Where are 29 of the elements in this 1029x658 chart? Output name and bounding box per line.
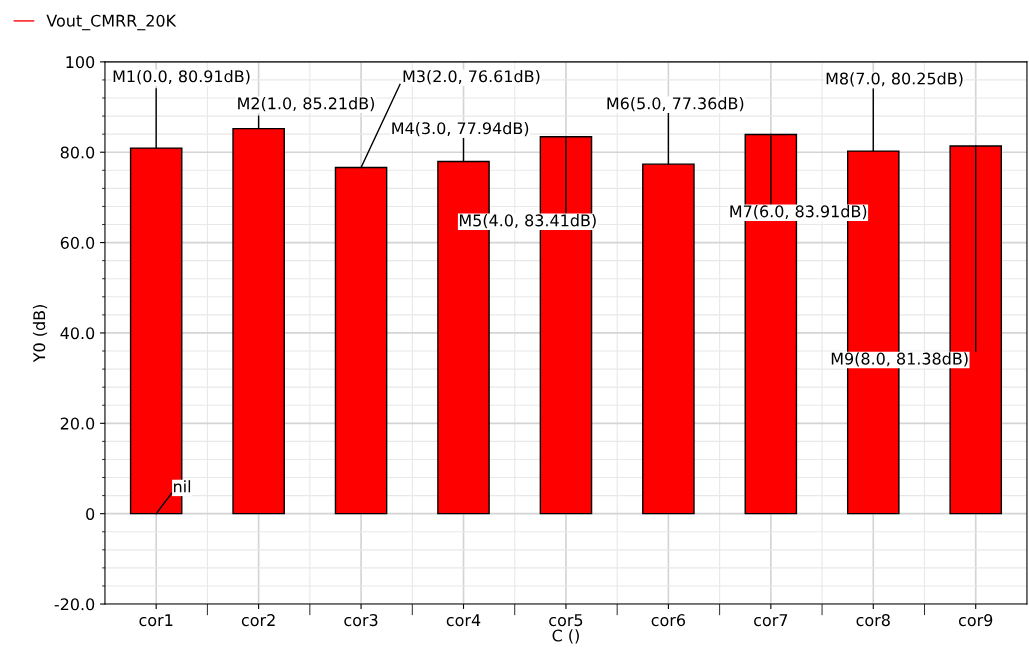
annotation: M6(5.0, 77.36dB) xyxy=(607,97,744,112)
x-tick-label: cor5 xyxy=(549,614,583,627)
y-tick-label: -20.0 xyxy=(54,598,95,611)
y-axis-title: Y0 (dB) xyxy=(32,305,48,363)
x-axis-title: C () xyxy=(552,629,579,644)
y-tick-label: 0 xyxy=(86,507,95,520)
annotation: M4(3.0, 77.94dB) xyxy=(392,121,529,137)
legend-label: Vout_CMRR_20K xyxy=(46,14,177,31)
x-tick-label: cor7 xyxy=(754,614,788,627)
x-tick-label: cor4 xyxy=(446,614,481,627)
annotation: M8(7.0, 80.25dB) xyxy=(826,72,963,87)
x-tick-label: cor1 xyxy=(139,614,173,627)
x-tick-label: cor6 xyxy=(651,614,686,627)
x-tick-label: cor3 xyxy=(344,614,378,627)
x-tick-label: cor2 xyxy=(241,614,275,627)
x-tick-label: cor8 xyxy=(856,614,890,627)
annotation: M9(8.0, 81.38dB) xyxy=(831,352,968,367)
annotation: M1(0.0, 80.91dB) xyxy=(113,69,250,85)
annotation: nil xyxy=(174,480,191,493)
y-tick-label: 100 xyxy=(66,56,95,69)
y-tick-label: 20.0 xyxy=(60,417,95,430)
y-tick-label: 40.0 xyxy=(60,327,95,340)
y-tick-label: 60.0 xyxy=(60,236,95,249)
annotation: M3(2.0, 76.61dB) xyxy=(403,69,540,85)
annotation: M7(6.0, 83.91dB) xyxy=(730,205,867,220)
annotation: M5(4.0, 83.41dB) xyxy=(459,214,596,229)
annotation: M2(1.0, 85.21dB) xyxy=(238,97,375,112)
y-tick-label: 80.0 xyxy=(60,146,95,159)
x-tick-label: cor9 xyxy=(958,614,993,627)
